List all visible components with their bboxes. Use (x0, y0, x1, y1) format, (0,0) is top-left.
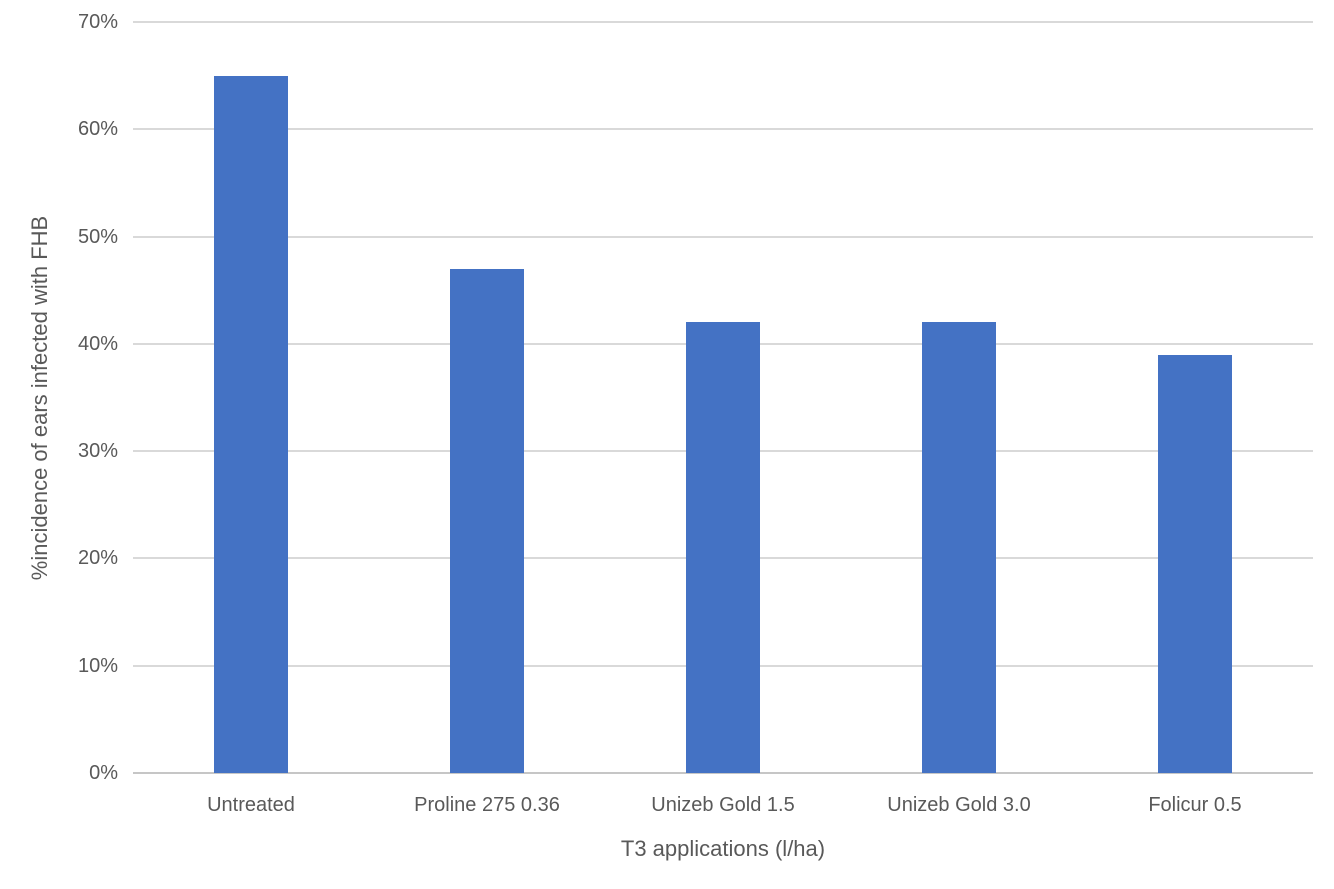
x-axis-line (133, 772, 1313, 774)
plot-area (133, 21, 1313, 774)
y-tick-label: 70% (77, 11, 118, 33)
y-tick-label: 20% (77, 547, 118, 570)
y-tick-label: 60% (77, 118, 118, 141)
x-tick-label: Unizeb Gold 3.0 (887, 794, 1031, 816)
y-tick-label: 10% (77, 654, 118, 677)
gridline (133, 128, 1313, 131)
x-tick-label: Folicur 0.5 (1148, 794, 1242, 816)
bar-folicur-0-5 (1158, 354, 1232, 773)
y-tick-label: 30% (77, 440, 118, 463)
bar-unizeb-gold-1-5 (686, 322, 760, 773)
x-axis-title: T3 applications (l/ha) (620, 836, 826, 861)
gridline (133, 21, 1313, 23)
x-tick-label: Proline 275 0.36 (414, 794, 560, 816)
y-tick-label: 0% (89, 762, 118, 784)
x-tick-label: Untreated (207, 794, 295, 816)
x-tick-label: Unizeb Gold 1.5 (651, 794, 795, 816)
y-tick-label: 50% (77, 225, 118, 248)
bar-untreated (214, 75, 288, 773)
bar-proline-275-0-36 (450, 268, 524, 773)
bar-unizeb-gold-3-0 (922, 322, 996, 773)
y-axis-title: %incidence of ears infected with FHB (27, 215, 52, 581)
y-tick-label: 40% (77, 332, 118, 355)
gridline (133, 235, 1313, 238)
